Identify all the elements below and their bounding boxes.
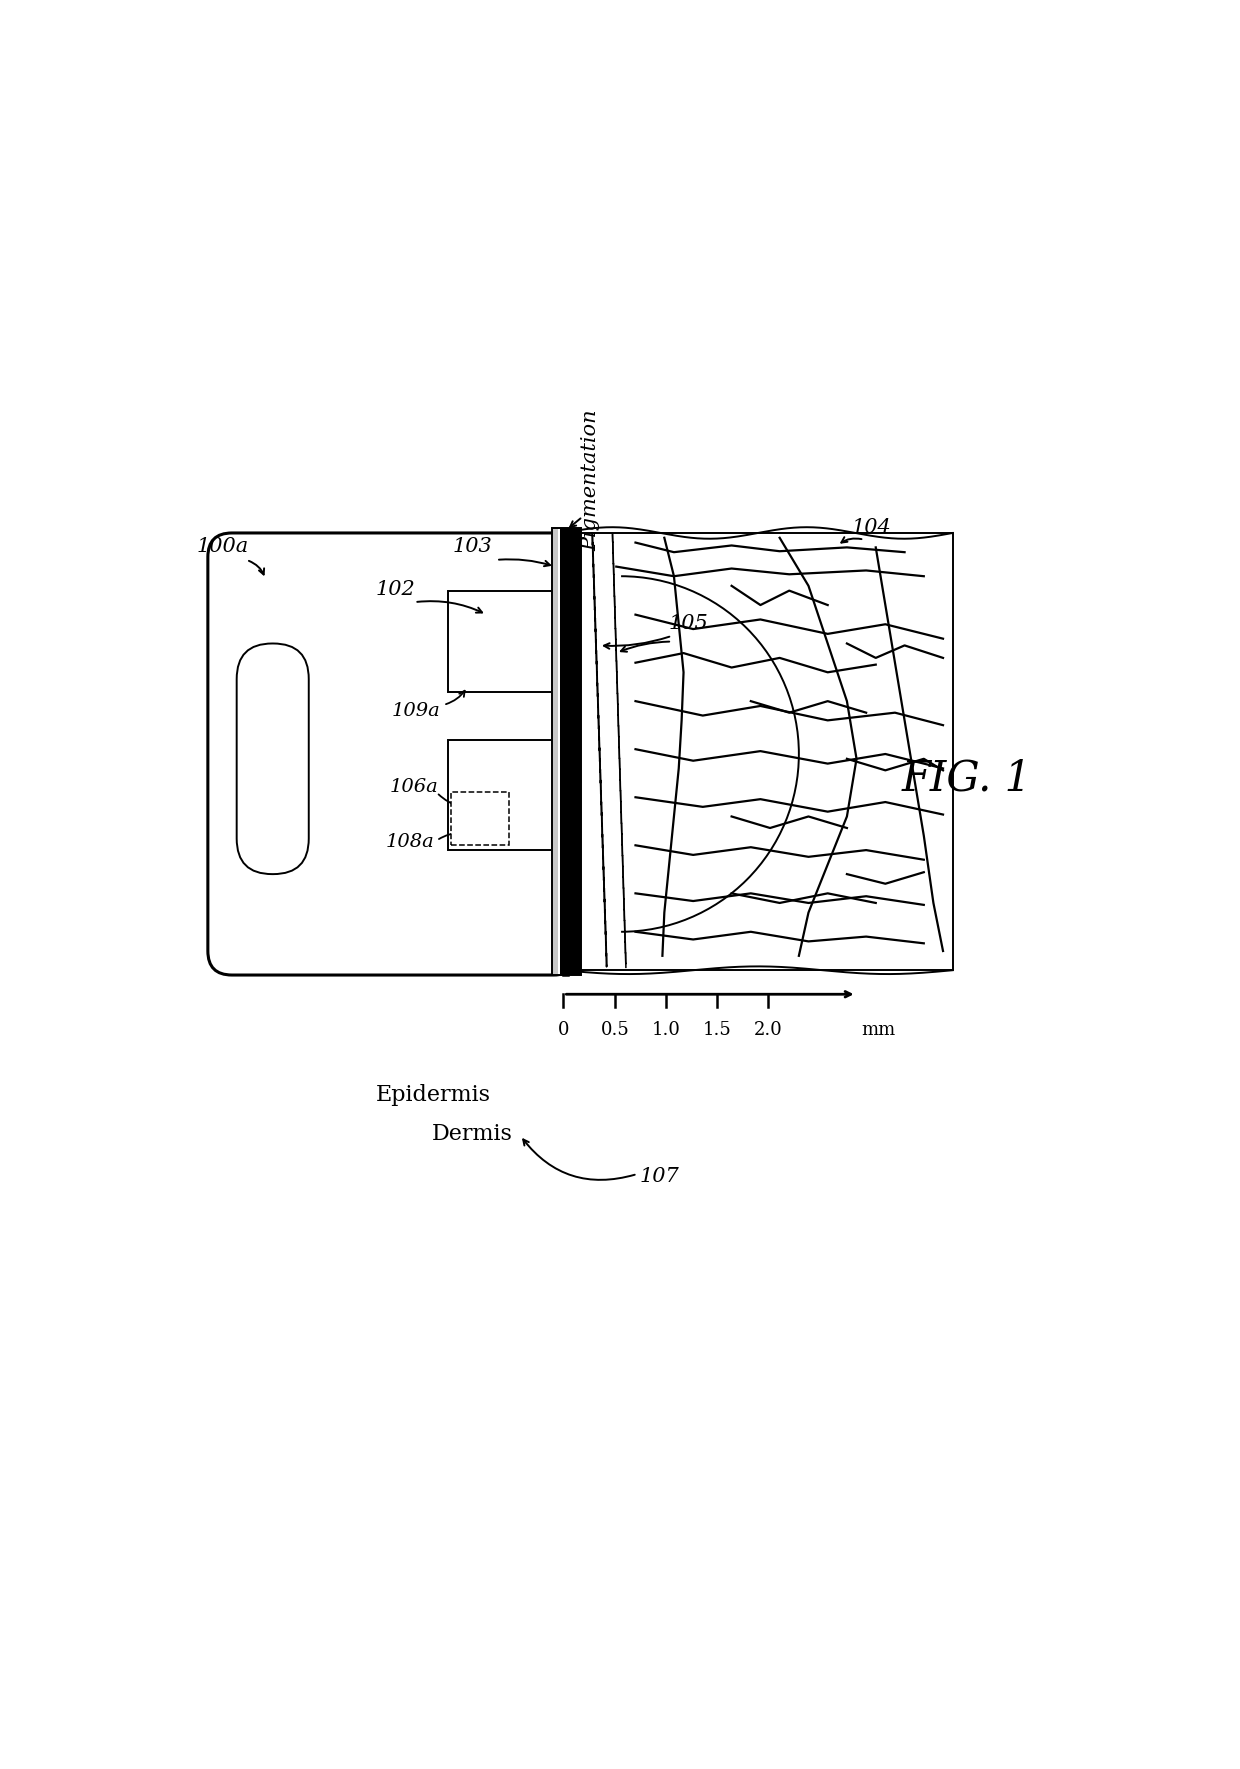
Text: mm: mm: [862, 1021, 895, 1038]
Bar: [448, 739, 558, 851]
Text: 2.0: 2.0: [754, 1021, 782, 1038]
Text: 0.5: 0.5: [601, 1021, 630, 1038]
Bar: [558, 529, 560, 975]
FancyBboxPatch shape: [208, 532, 578, 975]
Text: 109a: 109a: [392, 702, 440, 720]
Text: 1.0: 1.0: [652, 1021, 681, 1038]
Bar: [552, 529, 580, 975]
Bar: [563, 913, 568, 975]
Text: Dermis: Dermis: [432, 1123, 512, 1145]
Bar: [563, 532, 952, 969]
Text: 102: 102: [376, 580, 415, 600]
Text: 100a: 100a: [196, 538, 248, 555]
Bar: [560, 529, 580, 975]
Text: 108a: 108a: [386, 833, 434, 851]
Text: 0: 0: [558, 1021, 569, 1038]
Text: Epidermis: Epidermis: [376, 1084, 491, 1106]
Text: 105: 105: [668, 614, 708, 633]
Text: 106a: 106a: [391, 778, 439, 796]
Bar: [552, 529, 558, 975]
Bar: [448, 591, 558, 692]
Text: FIG. 1: FIG. 1: [901, 757, 1032, 800]
FancyBboxPatch shape: [237, 644, 309, 874]
Text: 1.5: 1.5: [703, 1021, 732, 1038]
Text: 107: 107: [640, 1166, 680, 1185]
Text: 104: 104: [851, 518, 890, 538]
Text: 103: 103: [453, 538, 492, 555]
Text: Pigmentation: Pigmentation: [580, 409, 600, 550]
Bar: [563, 532, 568, 591]
Bar: [451, 793, 508, 846]
